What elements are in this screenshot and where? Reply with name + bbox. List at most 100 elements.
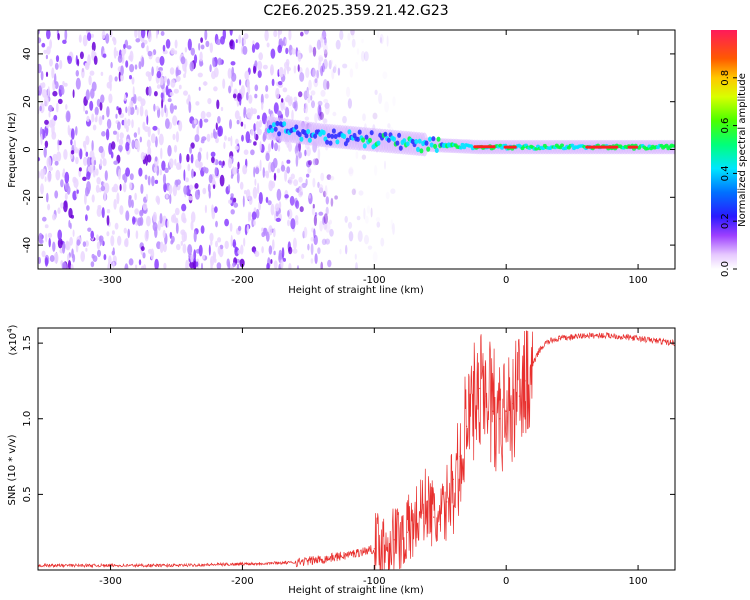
spectrogram-noise-cell	[64, 192, 68, 201]
spectrogram-noise-cell	[277, 144, 281, 152]
spectrogram-noise-cell	[72, 229, 75, 237]
spectrogram-noise-cell	[320, 89, 326, 97]
spectrogram-noise-cell	[137, 217, 142, 227]
spectrogram-noise-cell	[152, 211, 157, 223]
spectrogram-noise-cell	[372, 251, 378, 263]
spectrogram-noise-cell	[274, 211, 277, 222]
spectrogram-noise-cell	[365, 215, 369, 224]
spectrogram-noise-cell	[262, 167, 265, 178]
colorbar-tick-label: 0.8	[720, 70, 731, 86]
spectrogram-ridge-cell	[460, 142, 465, 147]
spectrogram-noise-cell	[349, 68, 354, 78]
spectrogram-noise-cell	[154, 91, 158, 97]
spectrogram-noise-cell	[128, 258, 134, 266]
spectrogram-noise-cell	[146, 215, 151, 227]
spectrogram-noise-cell	[163, 262, 167, 269]
spectrogram-noise-cell	[198, 86, 201, 91]
spectrogram-noise-cell	[144, 174, 148, 180]
spectrogram-noise-cell	[120, 73, 124, 82]
spectrogram-noise-cell	[323, 42, 328, 55]
spectrogram-noise-cell	[113, 198, 117, 210]
spectrogram-ridge-cell	[273, 126, 278, 132]
spectrogram-noise-cell	[376, 30, 380, 39]
spectrogram-noise-cell	[159, 55, 165, 66]
spectrogram-noise-cell	[60, 179, 64, 188]
snr-point	[525, 380, 527, 382]
spectrogram-noise-cell	[181, 212, 186, 223]
spectrogram-noise-cell	[106, 106, 110, 118]
spectrogram-noise-cell	[295, 200, 300, 209]
spectrogram-noise-cell	[129, 75, 132, 80]
spectrogram-noise-cell	[299, 72, 305, 82]
spectrogram-noise-cell	[52, 213, 56, 221]
spectrogram-noise-cell	[317, 104, 322, 116]
spectrogram-noise-cell	[326, 80, 330, 90]
spectrogram-noise-cell	[147, 154, 152, 163]
spectrogram-ridge-cell	[271, 122, 276, 128]
spectrogram-ridge-cell	[369, 130, 374, 136]
spectrogram-noise-cell	[147, 146, 152, 157]
spectrogram-noise-cell	[226, 258, 230, 268]
spectrogram-noise-cell	[86, 156, 91, 167]
spectrogram-noise-cell	[111, 141, 116, 150]
spectrogram-noise-cell	[160, 147, 163, 160]
spectrogram-noise-cell	[106, 81, 112, 89]
spectrogram-noise-cell	[220, 106, 224, 112]
colorbar-gradient	[711, 30, 737, 269]
spectrogram-noise-cell	[325, 221, 331, 233]
spectrogram-noise-cell	[199, 61, 204, 66]
spectrogram-noise-cell	[47, 232, 53, 239]
spectrogram-noise-cell	[375, 217, 381, 222]
spectrogram-noise-cell	[141, 56, 145, 68]
spectrogram-noise-cell	[190, 254, 194, 263]
spectrogram-noise-cell	[134, 139, 139, 149]
spectrogram-noise-cell	[257, 60, 263, 71]
spectrogram-noise-cell	[227, 157, 233, 169]
spectrogram-noise-cell	[171, 235, 175, 243]
snr-point	[512, 403, 514, 405]
spectrogram-ridge-cell	[342, 133, 347, 139]
spectrogram-noise-cell	[379, 37, 383, 44]
spectrogram-noise-cell	[152, 125, 158, 131]
spectrogram-ridge-cell	[313, 133, 318, 139]
spectrogram-noise-cell	[89, 100, 94, 111]
spectrogram-noise-cell	[100, 94, 105, 104]
spectrogram-noise-cell	[78, 167, 82, 172]
spectrogram-noise-cell	[182, 243, 187, 254]
spectrogram-noise-cell	[38, 256, 41, 265]
spectrogram-noise-cell	[59, 59, 63, 70]
spectrogram-noise-cell	[165, 85, 169, 96]
spectrogram-noise-cell	[342, 115, 347, 124]
spectrogram-noise-cell	[70, 139, 73, 146]
spectrogram-noise-cell	[270, 161, 276, 173]
spectrogram-noise-cell	[320, 172, 325, 182]
spectrogram-noise-cell	[118, 107, 122, 115]
spectrogram-noise-cell	[207, 183, 211, 193]
spectrogram-noise-cell	[234, 110, 240, 120]
spectrogram-noise-cell	[230, 80, 233, 88]
spectrogram-noise-cell	[282, 87, 288, 93]
spectrogram-noise-cell	[329, 175, 335, 181]
snr-point	[466, 425, 468, 427]
spectrogram-noise-cell	[155, 195, 160, 203]
spectrogram-ridge-cell	[426, 146, 431, 152]
spectrogram-noise-cell	[253, 207, 257, 213]
spectrogram-noise-cell	[47, 86, 50, 97]
spectrogram-noise-cell	[131, 77, 135, 85]
spectrogram-noise-cell	[312, 46, 317, 57]
spectrogram-noise-cell	[285, 47, 289, 55]
spectrogram-noise-cell	[189, 184, 194, 191]
spectrogram-noise-cell	[132, 86, 135, 97]
spectrogram-noise-cell	[170, 48, 175, 55]
spectrogram-noise-cell	[334, 64, 337, 71]
spectrogram-noise-cell	[71, 248, 74, 259]
spectrogram-noise-cell	[176, 69, 182, 76]
spectrogram-ridge-cell	[294, 124, 299, 130]
spectrogram-noise-cell	[310, 258, 314, 264]
spectrogram-noise-cell	[227, 137, 231, 142]
spectrogram-noise-cell	[243, 149, 249, 155]
spectrogram-noise-cell	[320, 35, 324, 43]
spectrogram-noise-cell	[184, 231, 187, 242]
spectrogram-cells	[38, 30, 675, 269]
spectrogram-noise-cell	[241, 134, 244, 142]
